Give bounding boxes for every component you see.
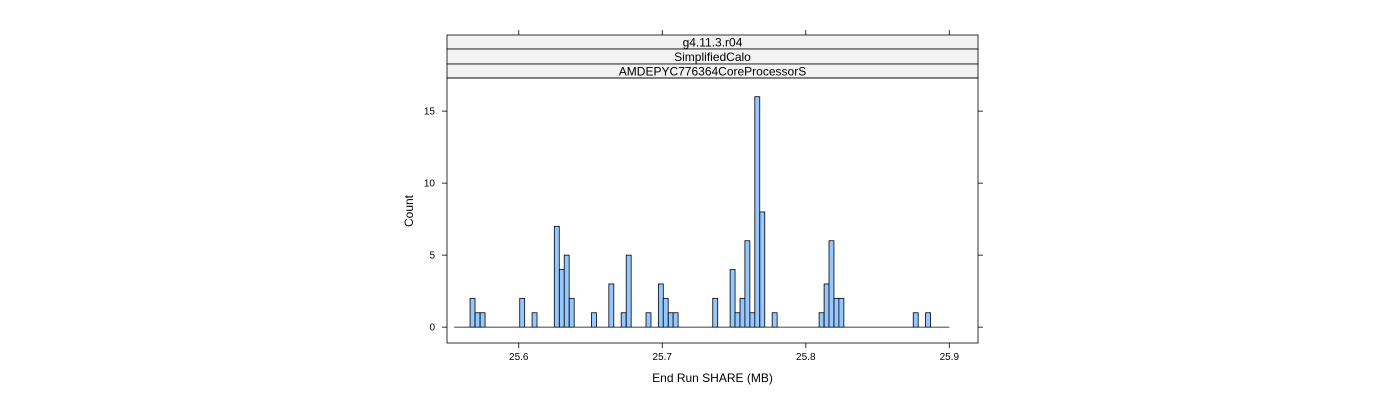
histogram-bar	[667, 312, 674, 328]
histogram-bar	[474, 312, 481, 328]
histogram-bar	[591, 312, 597, 328]
panel-frame	[446, 77, 979, 344]
histogram-bar	[771, 312, 778, 328]
histogram-bar	[672, 312, 679, 328]
histogram-bar	[912, 312, 919, 328]
histogram-bar	[754, 96, 761, 328]
strip-label-benchmark: SimplifiedCalo	[674, 50, 751, 64]
strip-group: g4.11.3.r04 SimplifiedCalo AMDEPYC776364…	[446, 34, 979, 79]
histogram-bar	[568, 297, 575, 328]
bars-group	[469, 96, 931, 328]
y-tick-label: 0	[429, 323, 435, 334]
histogram-bar	[823, 283, 830, 328]
strip-label-cpu: AMDEPYC776364CoreProcessorS	[619, 65, 806, 79]
histogram-bar	[734, 312, 741, 328]
histogram-bar	[519, 297, 526, 328]
histogram-bar	[558, 269, 565, 328]
histogram-bar	[729, 269, 736, 328]
histogram-bar	[925, 312, 931, 328]
histogram-bar	[749, 312, 756, 328]
strip-label-software-version: g4.11.3.r04	[683, 36, 743, 50]
histogram-bar	[818, 312, 825, 328]
y-tick-label: 10	[424, 179, 436, 190]
x-tick-label: 25.8	[796, 352, 816, 363]
histogram-bar	[469, 297, 476, 328]
histogram-bar	[739, 297, 746, 328]
histogram-bar	[833, 297, 840, 328]
histogram-bar	[838, 297, 845, 328]
histogram-bar	[620, 312, 627, 328]
histogram-bar	[657, 283, 664, 328]
histogram-bar	[712, 297, 719, 328]
histogram-bar	[662, 297, 669, 328]
histogram-bar	[744, 240, 751, 328]
histogram-bar	[553, 225, 560, 328]
y-tick-label: 5	[429, 251, 435, 262]
x-tick-label: 25.7	[653, 352, 673, 363]
histogram-bar	[645, 312, 652, 328]
x-tick-label: 25.6	[509, 352, 529, 363]
histogram-bar	[563, 254, 570, 328]
histogram-bar	[625, 254, 632, 328]
histogram-bar	[479, 312, 486, 328]
histogram-bar	[759, 211, 766, 328]
histogram-bar	[531, 312, 538, 328]
x-axis-title: End Run SHARE (MB)	[652, 371, 773, 385]
histogram-bar	[828, 240, 835, 328]
y-tick-label: 15	[424, 107, 436, 118]
x-tick-label: 25.9	[940, 352, 960, 363]
axes-group: 25.6 25.7 25.8 25.9 0 5 10 15	[424, 30, 983, 363]
histogram-bar	[608, 283, 615, 328]
y-axis-title: Count	[402, 194, 416, 227]
